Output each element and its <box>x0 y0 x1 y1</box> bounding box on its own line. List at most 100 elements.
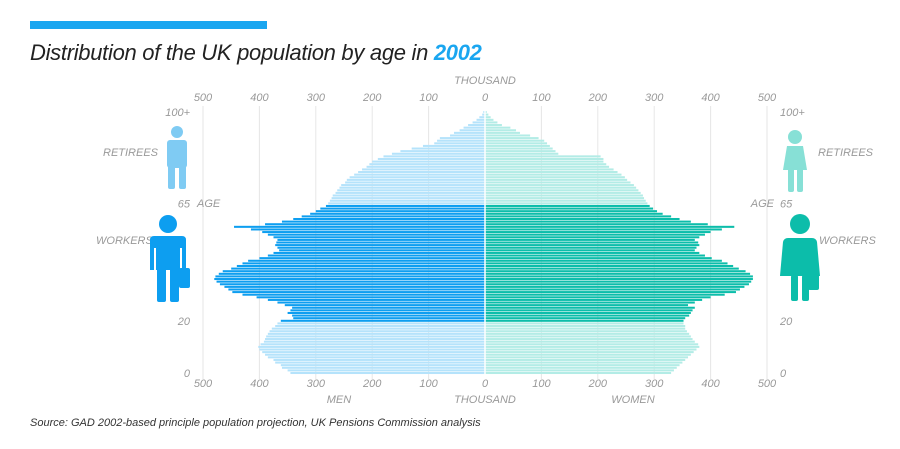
women-bar <box>485 319 684 322</box>
x-tick-label: 500 <box>194 92 213 104</box>
men-bar <box>287 369 485 372</box>
population-pyramid-chart: THOUSAND 500 400 300 200 100 0 100 200 300 400 500… <box>96 75 877 406</box>
men-bar <box>437 139 485 142</box>
women-bar <box>485 155 601 158</box>
men-bar <box>277 301 485 304</box>
women-bar <box>485 168 614 171</box>
retirees-label-left: RETIREES <box>103 147 159 159</box>
x-tick-label: 500 <box>758 378 777 390</box>
women-bar <box>485 317 686 320</box>
men-bar <box>258 345 485 348</box>
men-bar <box>349 176 485 179</box>
women-bar <box>485 340 695 343</box>
age-label-left: AGE <box>196 198 221 210</box>
women-bar <box>485 110 487 114</box>
men-bar <box>335 191 485 194</box>
women-bar <box>485 207 654 210</box>
women-bar <box>485 150 556 153</box>
men-bar <box>483 110 485 114</box>
men-bar <box>366 165 485 168</box>
women-bar <box>485 278 753 281</box>
men-bar <box>362 168 485 171</box>
men-bar <box>273 236 485 239</box>
men-bar <box>346 178 485 181</box>
women-bar <box>485 160 604 163</box>
women-bar <box>485 371 672 375</box>
men-bar <box>310 212 485 215</box>
x-tick-label: 400 <box>250 378 269 390</box>
men-bar <box>377 157 485 160</box>
women-bar <box>485 118 494 121</box>
women-bar <box>485 353 691 356</box>
women-bar <box>485 345 700 348</box>
women-bar <box>485 165 610 168</box>
workers-label-left: WORKERS <box>96 235 154 247</box>
women-bar <box>485 330 687 333</box>
women-bar <box>485 251 700 254</box>
men-bar <box>383 155 485 158</box>
men-bar <box>280 319 485 322</box>
women-bar <box>485 301 695 304</box>
women-bar <box>485 121 498 124</box>
men-bar <box>369 163 485 166</box>
x-tick-label: 200 <box>588 92 608 104</box>
men-bar <box>277 322 485 325</box>
men-bar <box>236 264 485 268</box>
women-bar <box>485 139 545 142</box>
x-tick-label: 100 <box>419 378 438 390</box>
women-bar <box>485 126 511 129</box>
women-bar <box>485 116 491 119</box>
men-bar <box>292 314 485 317</box>
men-bar <box>463 126 485 129</box>
men-bar <box>391 152 485 155</box>
x-tick-label: 400 <box>250 92 269 104</box>
women-bar <box>485 197 645 200</box>
women-bar <box>485 210 658 213</box>
women-bar <box>485 356 689 359</box>
women-bar <box>485 361 683 364</box>
thousand-top-label: THOUSAND <box>454 75 516 87</box>
men-bar <box>280 364 485 367</box>
women-bar <box>485 178 628 181</box>
men-bar <box>453 131 485 134</box>
women-bar <box>485 311 691 314</box>
accent-bar <box>30 21 267 29</box>
y-tick-label: 0 <box>780 368 787 380</box>
men-bar <box>358 171 485 174</box>
men-bar <box>265 338 485 341</box>
women-bar <box>485 163 607 166</box>
men-bar <box>273 358 485 361</box>
women-bar <box>485 223 708 226</box>
women-bar <box>485 204 650 207</box>
men-bar <box>479 116 485 119</box>
women-bar <box>485 369 674 372</box>
women-bar <box>485 322 684 325</box>
women-bar <box>485 171 618 174</box>
women-bar <box>485 134 531 137</box>
men-bar <box>271 327 485 330</box>
y-ticks: 0 0 20 20 65 65 100+ 100+ <box>165 107 805 380</box>
women-bar <box>485 194 643 197</box>
women-bar <box>485 272 751 275</box>
women-bar <box>485 296 711 299</box>
women-bar <box>485 228 722 231</box>
men-bar <box>267 356 485 359</box>
men-bar <box>263 340 485 343</box>
x-ticks-bottom: 500 400 300 200 100 0 100 200 300 400 500 <box>194 378 777 390</box>
y-tick-label: 65 <box>780 198 793 210</box>
women-bar <box>485 189 639 192</box>
men-bar <box>267 332 485 335</box>
x-tick-label: 400 <box>701 92 720 104</box>
men-bar <box>290 371 485 375</box>
women-bar <box>485 173 622 176</box>
women-bar <box>485 186 637 189</box>
woman-retiree-icon <box>783 130 807 192</box>
men-bar <box>266 335 485 338</box>
men-bar <box>422 144 485 147</box>
women-bar <box>485 129 517 132</box>
women-bar <box>485 231 711 234</box>
man-retiree-icon <box>167 126 187 189</box>
women-bar <box>485 338 693 341</box>
men-bar <box>256 296 485 299</box>
men-bar <box>273 251 485 254</box>
